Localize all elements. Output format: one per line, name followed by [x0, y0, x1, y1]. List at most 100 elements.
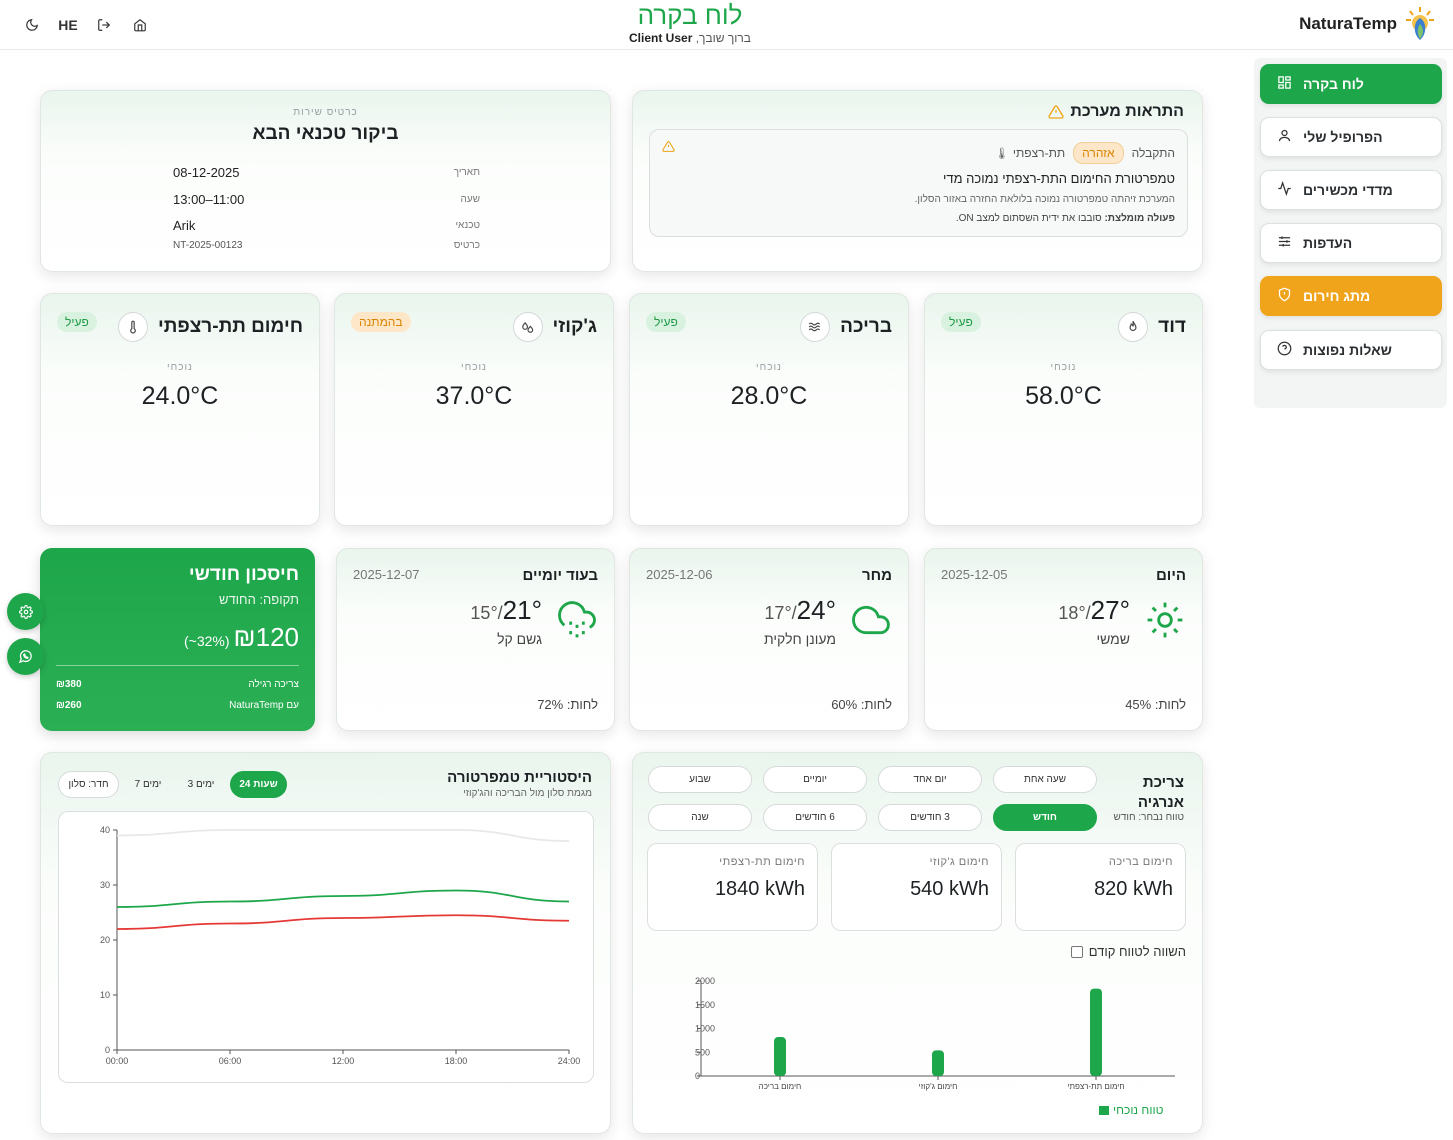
range-week-button[interactable]: שבוע [648, 766, 752, 793]
weather-low: 15° [470, 603, 498, 623]
y-tick-label: 20 [100, 935, 110, 945]
status-badge: פעיל [941, 312, 981, 332]
series-line-1 [116, 914, 570, 930]
rain-icon [558, 601, 596, 644]
range-3m-button[interactable]: 3 חודשים [878, 804, 982, 831]
device-caption: נוכחי [1050, 362, 1077, 373]
service-value: 11:00–13:00 [173, 192, 245, 207]
range-6m-button[interactable]: 6 חודשים [763, 804, 867, 831]
logout-button[interactable] [86, 14, 122, 36]
weather-desc: גשם קל [497, 631, 542, 647]
series-line-2 [116, 829, 570, 842]
savings-with-label: עם NaturaTemp [229, 700, 299, 711]
waves-icon [800, 312, 831, 342]
service-value: 08-12-2025 [173, 165, 240, 180]
sliders-icon [1275, 234, 1293, 252]
grid-icon [1275, 75, 1293, 93]
range-month-button[interactable]: חודש [993, 804, 1097, 831]
bar [1090, 988, 1102, 1076]
device-header: בריכה [800, 312, 892, 342]
help-icon [1275, 341, 1293, 359]
savings-with-value: ₪260 [56, 700, 82, 711]
alert-item[interactable]: 🌡 תת-רצפתי אזהרה התקבלה טמפרטורת החימום … [649, 129, 1188, 237]
sidebar-item-label: לוח בקרה [1303, 76, 1364, 92]
energy-consumption-card: צריכת אנרגיה טווח נבחר: חודש שעה אחת יום… [632, 752, 1203, 1134]
y-tick-label: 40 [100, 825, 110, 835]
device-card-pool[interactable]: בריכה פעיל נוכחי 28.0°C [629, 293, 909, 526]
legend-label: טווח נוכחי [1113, 1103, 1164, 1117]
sidebar-item-emergency-switch[interactable]: מתג חירום [1260, 276, 1442, 316]
brand[interactable]: NaturaTemp [1299, 6, 1435, 42]
energy-stat-jacuzzi: חימום ג'קוזי 540 kWh [831, 843, 1002, 931]
weather-date: 2025-12-06 [646, 567, 713, 582]
service-ticket-card: כרטיס שירות ביקור טכנאי הבא תאריך 08-12-2… [40, 90, 611, 272]
x-tick-label: חימום ג'קוזי [919, 1082, 958, 1091]
alert-action-text: סובבו את ידית השסתום למצב ON. [955, 213, 1102, 224]
service-key: טכנאי [455, 220, 480, 231]
system-alerts-card: התראות מערכת 🌡 תת-רצפתי אזהרה התקבלה טמפ… [632, 90, 1203, 272]
weather-temps: 15°/21° [470, 595, 542, 625]
greeting: ברוך שובך, [695, 31, 751, 45]
alerts-title-text: התראות מערכת [1070, 103, 1184, 120]
home-button[interactable] [122, 14, 158, 36]
weather-desc: שמשי [1096, 631, 1130, 647]
cloud-icon [852, 601, 890, 644]
sidebar-item-preferences[interactable]: העדפות [1260, 223, 1442, 263]
compare-toggle[interactable]: השווה לטווח קודם [1070, 944, 1186, 959]
shield-icon [1275, 287, 1293, 305]
device-card-underfloor[interactable]: חימום תת-רצפתי פעיל נוכחי 24.0°C [40, 293, 320, 526]
language-button[interactable]: HE [58, 17, 78, 33]
range-1d-button[interactable]: יום אחד [878, 766, 982, 793]
range-7d-button[interactable]: 7 ימים [134, 779, 162, 790]
savings-value: ₪120 [233, 622, 299, 652]
sidebar-item-dashboard[interactable]: לוח בקרה [1260, 64, 1442, 104]
device-card-boiler[interactable]: דוד פעיל נוכחי 58.0°C [924, 293, 1203, 526]
x-tick-label: 12:00 [332, 1056, 355, 1066]
weather-card-tomorrow: מחר 2025-12-06 17°/24° מעונן חלקית לחות:… [629, 548, 909, 731]
weather-temps: 17°/24° [764, 595, 836, 625]
range-2d-button[interactable]: יומיים [763, 766, 867, 793]
alert-device-name: תת-רצפתי [1012, 146, 1066, 160]
stat-value: 820 kWh [1094, 878, 1173, 900]
savings-title: חיסכון חודשי [188, 564, 299, 585]
energy-title: צריכת אנרגיה [1137, 774, 1184, 811]
legend-swatch [1099, 1105, 1109, 1115]
sidebar-item-device-metrics[interactable]: מדדי מכשירים [1260, 170, 1442, 210]
service-caption: כרטיס שירות [293, 107, 358, 118]
sidebar-item-profile[interactable]: הפרופיל שלי [1260, 117, 1442, 157]
alert-action-label: פעולה מומלצת: [1104, 213, 1175, 224]
device-name: חימום תת-רצפתי [157, 316, 303, 337]
compare-checkbox[interactable] [1070, 945, 1083, 958]
range-3d-button[interactable]: 3 ימים [187, 779, 215, 790]
weather-date: 2025-12-07 [353, 567, 420, 582]
y-tick-label: 1000 [695, 1024, 715, 1034]
status-badge: בהמתנה [351, 312, 411, 332]
user-icon [1275, 128, 1293, 146]
temperature-line-chart: 0 10 20 30 40 00:00 06:00 12:00 18:00 24:00 [100, 825, 580, 1066]
x-tick-label: 06:00 [219, 1056, 242, 1066]
weather-desc: מעונן חלקית [763, 631, 836, 647]
whatsapp-fab[interactable] [7, 638, 44, 675]
device-card-jacuzzi[interactable]: ג'קוזי בהמתנה נוכחי 37.0°C [334, 293, 614, 526]
range-24h-button[interactable]: 24 שעות [230, 771, 287, 798]
range-1h-button[interactable]: שעה אחת [993, 766, 1097, 793]
monthly-savings-card: חיסכון חודשי תקופה: החודש ₪120 (~32%) צר… [40, 548, 315, 731]
theme-toggle-button[interactable] [14, 14, 50, 36]
alert-level-badge: אזהרה [1073, 142, 1124, 164]
logout-icon [98, 19, 111, 31]
service-value: Arik [173, 218, 196, 233]
settings-fab[interactable] [7, 593, 44, 630]
y-tick-label: 1500 [695, 1000, 715, 1010]
sidebar-item-faq[interactable]: שאלות נפוצות [1260, 330, 1442, 370]
weather-day: היום [1156, 567, 1186, 584]
status-badge: פעיל [646, 312, 686, 332]
savings-regular-value: ₪380 [56, 679, 82, 690]
alert-warning-icon [662, 140, 675, 158]
service-row-technician: טכנאי Arik [173, 218, 480, 233]
service-row-time: שעה 11:00–13:00 [173, 192, 480, 207]
room-select[interactable]: חדר: סלון [58, 771, 119, 798]
range-year-button[interactable]: שנה [648, 804, 752, 831]
y-tick-label: 30 [100, 880, 110, 890]
moon-icon [26, 19, 38, 31]
temp-history-subtitle: מגמת סלון מול הבריכה והג'קוזי [463, 788, 592, 799]
